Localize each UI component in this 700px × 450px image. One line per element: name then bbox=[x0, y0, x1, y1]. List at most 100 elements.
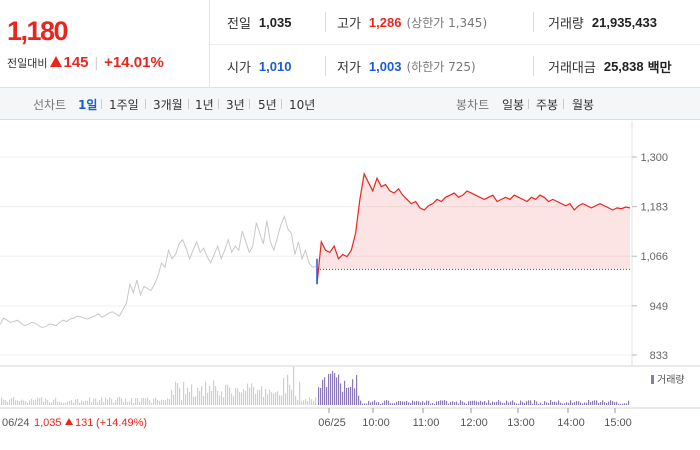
volume-bar bbox=[193, 396, 195, 405]
volume-bar bbox=[85, 400, 87, 405]
volume-bar bbox=[400, 401, 402, 405]
volume-bar bbox=[434, 403, 436, 405]
tab-3month[interactable]: 3개월 bbox=[153, 98, 183, 112]
volume-bar bbox=[538, 403, 540, 405]
volume-bar bbox=[348, 387, 350, 405]
prev-close-value: 1,035 bbox=[258, 14, 292, 30]
volume-bar bbox=[320, 387, 322, 405]
volume-bar bbox=[187, 387, 189, 405]
volume-bar bbox=[167, 398, 169, 405]
volume-bar bbox=[275, 392, 277, 405]
volume-bar bbox=[326, 387, 328, 405]
volume-bar bbox=[43, 401, 45, 405]
volume-bar bbox=[49, 402, 51, 405]
tab-5year[interactable]: 5년 bbox=[258, 98, 277, 112]
volume-bar bbox=[388, 400, 390, 405]
volume-bar bbox=[430, 403, 432, 405]
volume-bar bbox=[330, 373, 332, 405]
volume-bar bbox=[616, 401, 618, 405]
volume-bar bbox=[81, 400, 83, 405]
y-tick-label: 1,066 bbox=[640, 251, 668, 263]
volume-bar bbox=[139, 401, 141, 405]
volume-bar bbox=[464, 402, 466, 405]
volume-bar bbox=[295, 395, 297, 405]
x-tick-label: 06/25 bbox=[318, 417, 346, 429]
tab-monthly-candle[interactable]: 월봉 bbox=[572, 98, 595, 112]
volume-bar bbox=[263, 396, 265, 405]
volume-bar bbox=[618, 403, 620, 405]
volume-bar bbox=[360, 400, 362, 405]
volume-bar bbox=[169, 398, 171, 405]
volume-bar bbox=[5, 400, 7, 405]
volume-bar bbox=[177, 383, 179, 405]
volume-bar bbox=[526, 401, 528, 405]
volume-bar bbox=[215, 386, 217, 405]
volume-bar bbox=[175, 381, 177, 405]
x-tick-label: 10:00 bbox=[362, 417, 390, 429]
y-tick-label: 1,300 bbox=[640, 152, 668, 164]
volume-bar bbox=[412, 400, 414, 405]
tab-daily-candle[interactable]: 일봉 bbox=[502, 98, 525, 112]
volume-bar bbox=[460, 400, 462, 405]
volume-bar bbox=[324, 377, 326, 405]
volume-label: 거래량 bbox=[548, 16, 584, 32]
volume-bar bbox=[336, 377, 338, 405]
volume-bar bbox=[414, 401, 416, 405]
volume-bar bbox=[508, 402, 510, 405]
divider bbox=[325, 56, 326, 76]
volume-bar bbox=[205, 381, 207, 405]
volume-bar bbox=[358, 395, 360, 405]
volume-bar bbox=[203, 395, 205, 405]
tab-10year[interactable]: 10년 bbox=[289, 98, 316, 112]
volume-bar bbox=[442, 400, 444, 405]
volume-bar bbox=[406, 400, 408, 405]
volume-bar bbox=[3, 399, 5, 405]
volume-bar bbox=[554, 401, 556, 405]
tab-weekly-candle[interactable]: 주봉 bbox=[536, 98, 559, 112]
volume-bar bbox=[486, 402, 488, 405]
volume-bar bbox=[199, 390, 201, 405]
volume-bar bbox=[255, 393, 257, 405]
volume-bar bbox=[608, 401, 610, 405]
volume-bar bbox=[267, 394, 269, 405]
volume-bar bbox=[213, 380, 215, 405]
tab-3year[interactable]: 3년 bbox=[226, 98, 245, 112]
volume-bar bbox=[624, 403, 626, 405]
stock-summary: 1,180 전일대비 145 | +14.01% 전일 1,035 고가 1,286 … bbox=[0, 0, 700, 88]
volume-bar bbox=[342, 391, 344, 405]
row-divider bbox=[210, 44, 700, 45]
volume-bar bbox=[67, 401, 69, 405]
volume-bar bbox=[514, 402, 516, 405]
volume-bar bbox=[318, 387, 320, 405]
volume-bar bbox=[243, 388, 245, 405]
volume-bar bbox=[322, 379, 324, 405]
volume-bar bbox=[75, 399, 77, 405]
price-change: 전일대비 145 | +14.01% bbox=[7, 54, 164, 71]
volume-bar bbox=[315, 397, 317, 405]
volume-bar bbox=[153, 398, 155, 405]
open-value: 1,010 bbox=[258, 58, 292, 74]
volume-bar bbox=[506, 400, 508, 405]
volume-bar bbox=[89, 397, 91, 405]
volume-bar bbox=[145, 398, 147, 405]
volume-bar bbox=[600, 402, 602, 405]
volume-bar bbox=[51, 402, 53, 405]
candle-chart-title: 봉차트 bbox=[456, 98, 490, 112]
volume-bar bbox=[25, 401, 27, 405]
volume-bar bbox=[588, 400, 590, 405]
tab-1week[interactable]: 1주일 bbox=[109, 98, 139, 112]
tab-1year[interactable]: 1년 bbox=[195, 98, 214, 112]
volume-bar bbox=[612, 401, 614, 405]
volume-bar bbox=[398, 401, 400, 405]
volume-bar bbox=[157, 399, 159, 405]
volume-bar bbox=[502, 403, 504, 405]
volume-bar bbox=[574, 401, 576, 405]
low-label: 저가 bbox=[337, 60, 361, 76]
volume-bar bbox=[241, 392, 243, 405]
volume-bar bbox=[147, 397, 149, 405]
volume-bar bbox=[520, 400, 522, 405]
volume-bar bbox=[572, 402, 574, 405]
tab-1day[interactable]: 1일 bbox=[78, 98, 98, 112]
volume-bar bbox=[39, 398, 41, 405]
volume-bar bbox=[183, 381, 185, 405]
